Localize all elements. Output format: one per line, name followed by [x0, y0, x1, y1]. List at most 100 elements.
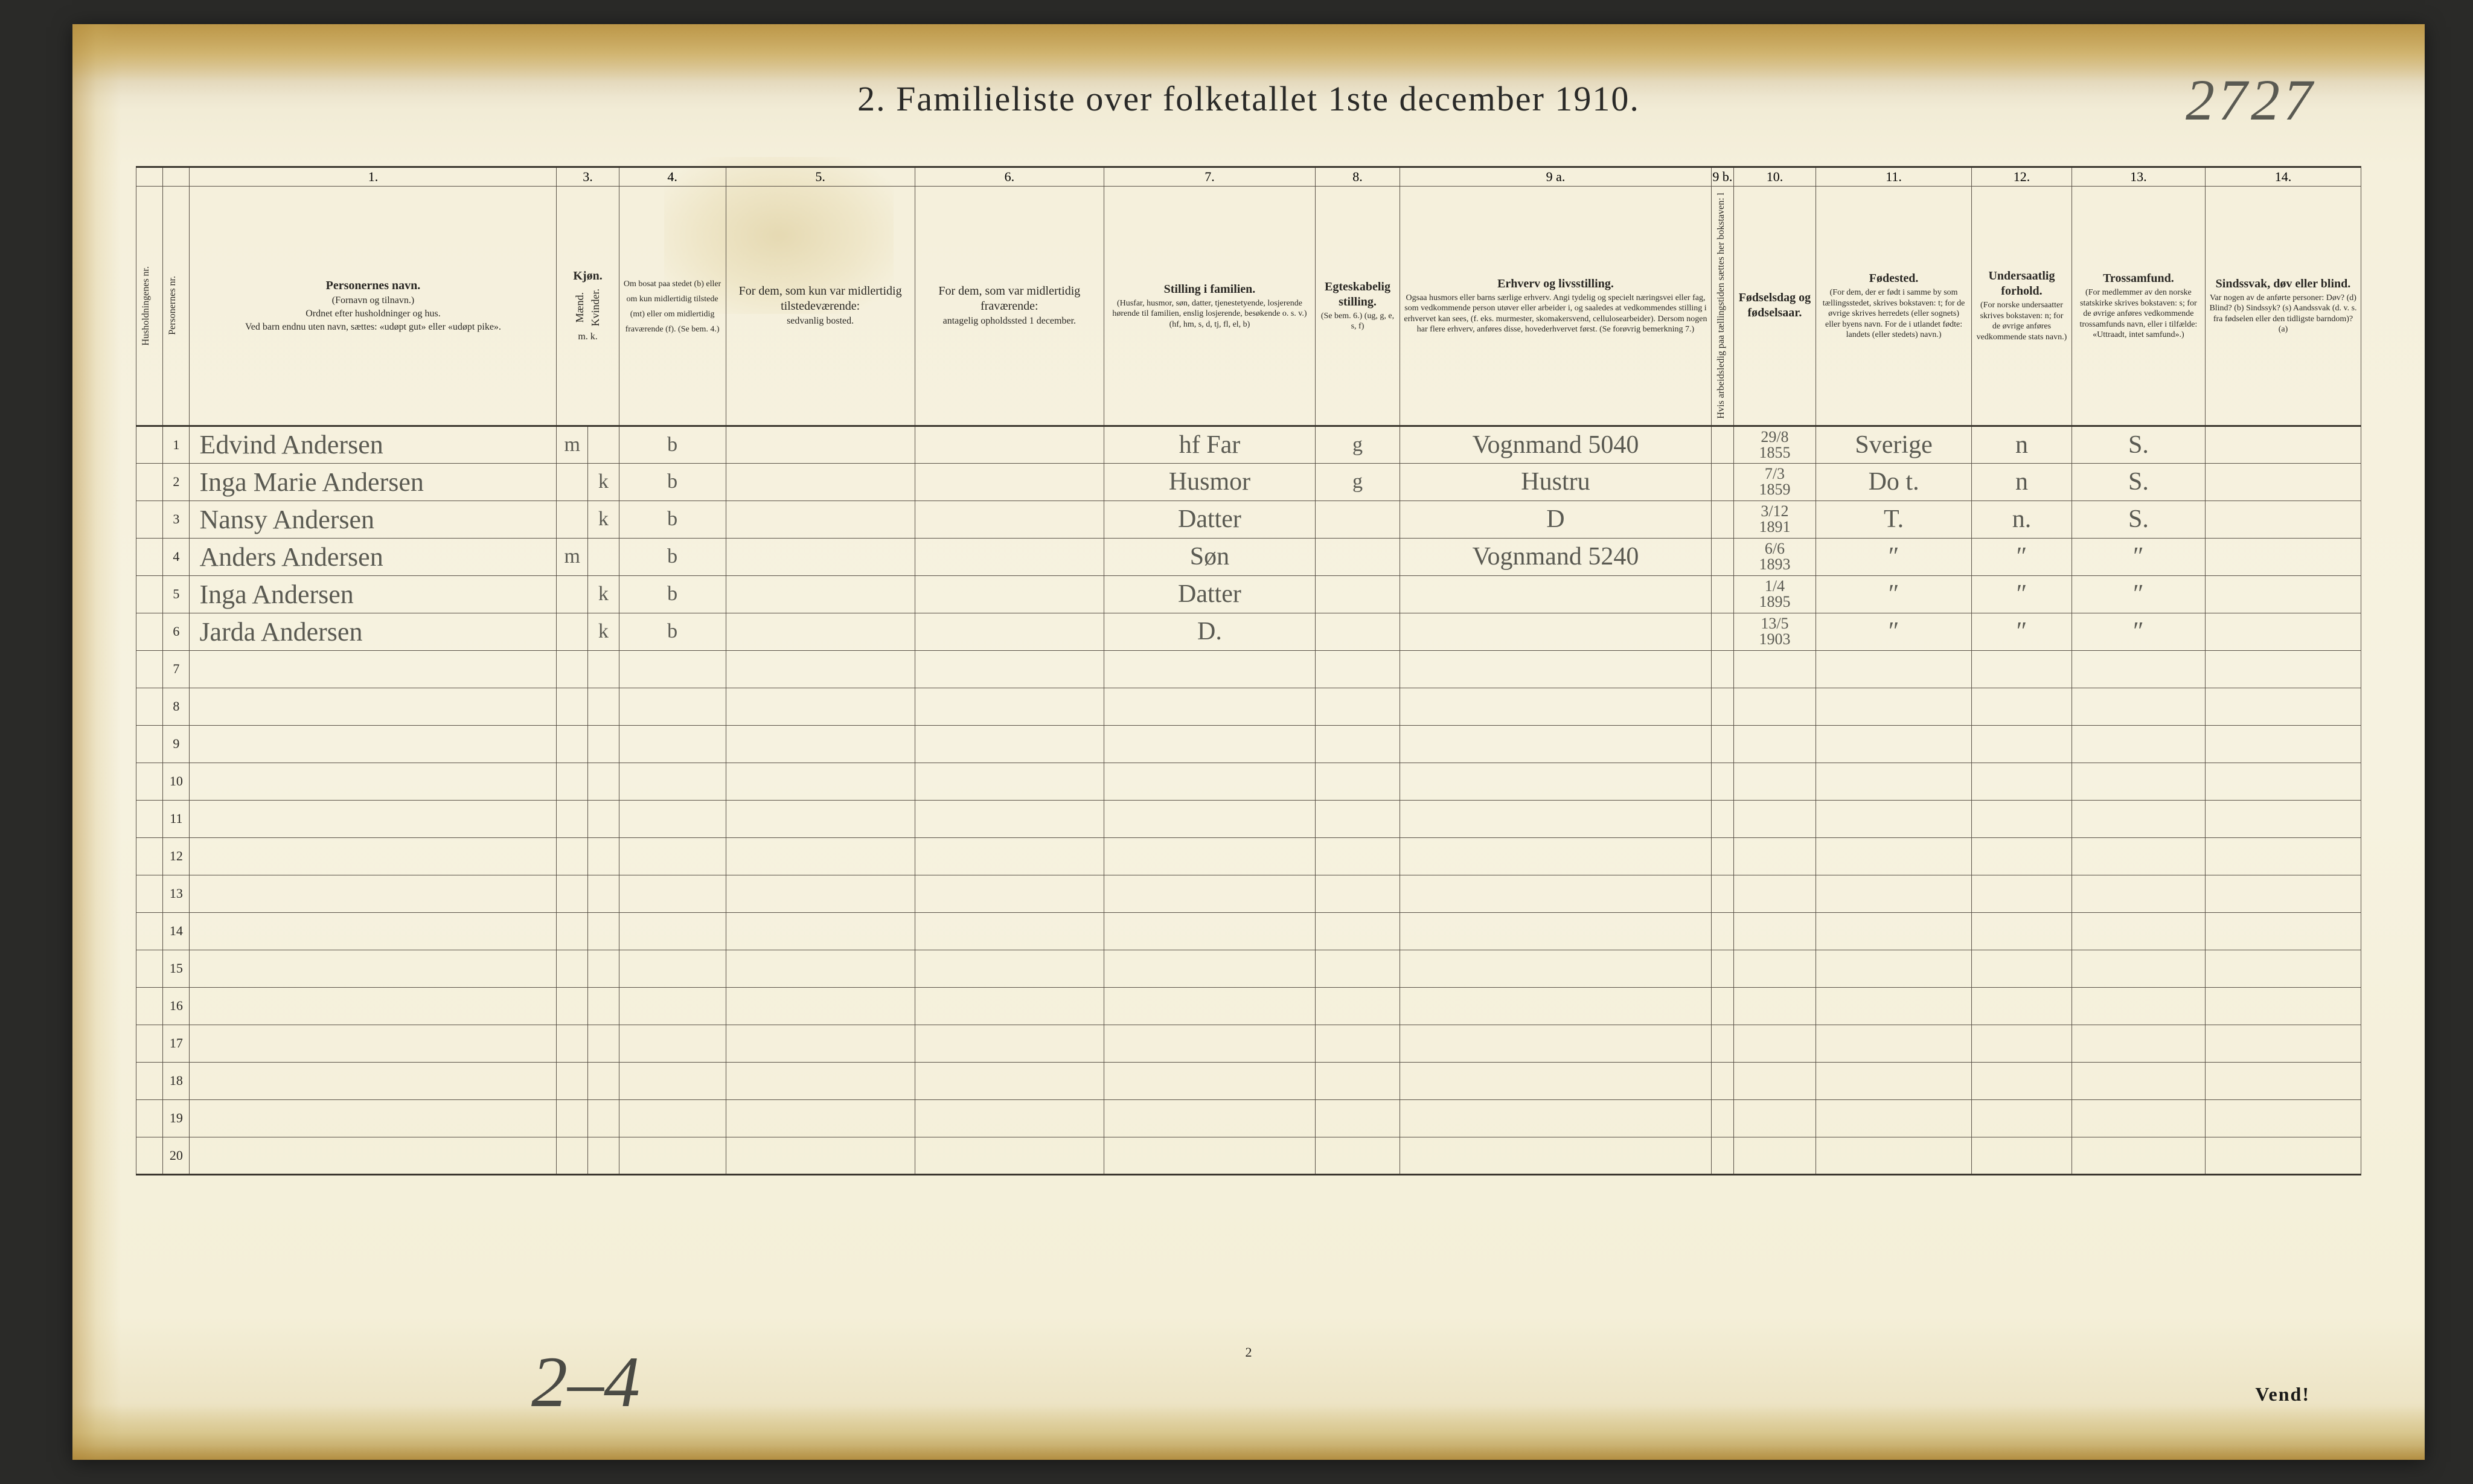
- cell-empty: [588, 950, 619, 987]
- cell-name: Edvind Andersen: [190, 426, 557, 463]
- cell-sex-k: k: [588, 613, 619, 650]
- cell-empty: [1400, 1025, 1712, 1062]
- cell-empty: [1972, 837, 2072, 875]
- cell-bosat: b: [619, 501, 726, 538]
- cell-empty: [1104, 1099, 1315, 1137]
- cell-empty: [726, 987, 915, 1025]
- table-row: 4Anders AndersenmbSønVognmand 52406/6189…: [136, 538, 2361, 575]
- table-row: 5Inga AndersenkbDatter1/41895″″″: [136, 575, 2361, 613]
- header-husholdning-nr: Husholdningenes nr.: [136, 187, 163, 426]
- cell-empty: [619, 950, 726, 987]
- cell-disability: [2205, 463, 2361, 501]
- cell-nationality: ″: [1972, 613, 2072, 650]
- cell-person-nr: 4: [163, 538, 190, 575]
- header-arbeidsledig: Hvis arbeidsledig paa tællingstiden sætt…: [1711, 187, 1733, 426]
- cell-person-nr: 9: [163, 725, 190, 763]
- header-trossamfund: Trossamfund. (For medlemmer av den norsk…: [2071, 187, 2205, 426]
- header-egteskabelig: Egteskabelig stilling. (Se bem. 6.) (ug,…: [1316, 187, 1400, 426]
- cell-empty: [588, 987, 619, 1025]
- cell-empty: [1711, 912, 1733, 950]
- cell-disability: [2205, 613, 2361, 650]
- paper-aging-left: [72, 24, 121, 1460]
- cell-empty: [915, 1137, 1104, 1174]
- cell-empty: [588, 837, 619, 875]
- cell-empty: [1816, 987, 1972, 1025]
- cell-birthdate: 7/31859: [1733, 463, 1816, 501]
- cell-empty: [190, 912, 557, 950]
- cell-sex-m: [557, 575, 588, 613]
- cell-empty: [588, 1062, 619, 1099]
- cell-name: Nansy Andersen: [190, 501, 557, 538]
- cell-empty: [557, 950, 588, 987]
- cell-family-role: D.: [1104, 613, 1315, 650]
- cell-hushold-nr: [136, 800, 163, 837]
- cell-occupation: Hustru: [1400, 463, 1712, 501]
- cell-disability: [2205, 501, 2361, 538]
- cell-midl-tilstede: [726, 613, 915, 650]
- cell-faith: ″: [2071, 613, 2205, 650]
- colnum: 5.: [726, 167, 915, 187]
- cell-empty: [1733, 1062, 1816, 1099]
- cell-midl-tilstede: [726, 575, 915, 613]
- header-midlertidig-tilstede: For dem, som kun var midlertidig tilsted…: [726, 187, 915, 426]
- cell-birthplace: Do t.: [1816, 463, 1972, 501]
- cell-empty: [557, 763, 588, 800]
- cell-empty: [1400, 800, 1712, 837]
- table-row-empty: 10: [136, 763, 2361, 800]
- page-id-handwritten: 2727: [2186, 66, 2316, 133]
- table-row-empty: 15: [136, 950, 2361, 987]
- cell-empty: [915, 650, 1104, 688]
- cell-marital: g: [1316, 463, 1400, 501]
- cell-marital: [1316, 613, 1400, 650]
- cell-empty: [1316, 875, 1400, 912]
- cell-empty: [1104, 725, 1315, 763]
- cell-empty: [1316, 800, 1400, 837]
- cell-name: Inga Andersen: [190, 575, 557, 613]
- cell-marital: [1316, 575, 1400, 613]
- cell-bosat: b: [619, 613, 726, 650]
- cell-empty: [1816, 800, 1972, 837]
- cell-empty: [726, 688, 915, 725]
- header-navn: Personernes navn. (Fornavn og tilnavn.) …: [190, 187, 557, 426]
- header-fodselsdag: Fødselsdag og fødselsaar.: [1733, 187, 1816, 426]
- cell-empty: [588, 912, 619, 950]
- cell-empty: [1316, 837, 1400, 875]
- cell-empty: [2071, 875, 2205, 912]
- table-row-empty: 7: [136, 650, 2361, 688]
- cell-empty: [557, 837, 588, 875]
- colnum: 8.: [1316, 167, 1400, 187]
- cell-empty: [1400, 837, 1712, 875]
- cell-empty: [619, 1062, 726, 1099]
- cell-hushold-nr: [136, 725, 163, 763]
- table-row-empty: 19: [136, 1099, 2361, 1137]
- table-row-empty: 18: [136, 1062, 2361, 1099]
- header-kjon: Kjøn. Mænd. Kvinder. m. k.: [557, 187, 619, 426]
- cell-empty: [557, 800, 588, 837]
- cell-midl-tilstede: [726, 501, 915, 538]
- cell-empty: [1972, 875, 2072, 912]
- table-row-empty: 13: [136, 875, 2361, 912]
- cell-empty: [619, 987, 726, 1025]
- table-row-empty: 12: [136, 837, 2361, 875]
- cell-empty: [1816, 725, 1972, 763]
- cell-empty: [190, 763, 557, 800]
- cell-arbeidsledig: [1711, 538, 1733, 575]
- cell-person-nr: 11: [163, 800, 190, 837]
- cell-empty: [726, 1099, 915, 1137]
- cell-empty: [2071, 987, 2205, 1025]
- cell-empty: [588, 800, 619, 837]
- cell-person-nr: 18: [163, 1062, 190, 1099]
- cell-empty: [1316, 1025, 1400, 1062]
- cell-empty: [2205, 725, 2361, 763]
- cell-empty: [588, 688, 619, 725]
- cell-empty: [557, 987, 588, 1025]
- cell-empty: [557, 875, 588, 912]
- cell-empty: [1816, 763, 1972, 800]
- cell-empty: [190, 1137, 557, 1174]
- cell-empty: [1816, 1137, 1972, 1174]
- cell-hushold-nr: [136, 1099, 163, 1137]
- cell-empty: [1972, 912, 2072, 950]
- cell-midl-tilstede: [726, 463, 915, 501]
- cell-empty: [1711, 763, 1733, 800]
- cell-sex-k: [588, 426, 619, 463]
